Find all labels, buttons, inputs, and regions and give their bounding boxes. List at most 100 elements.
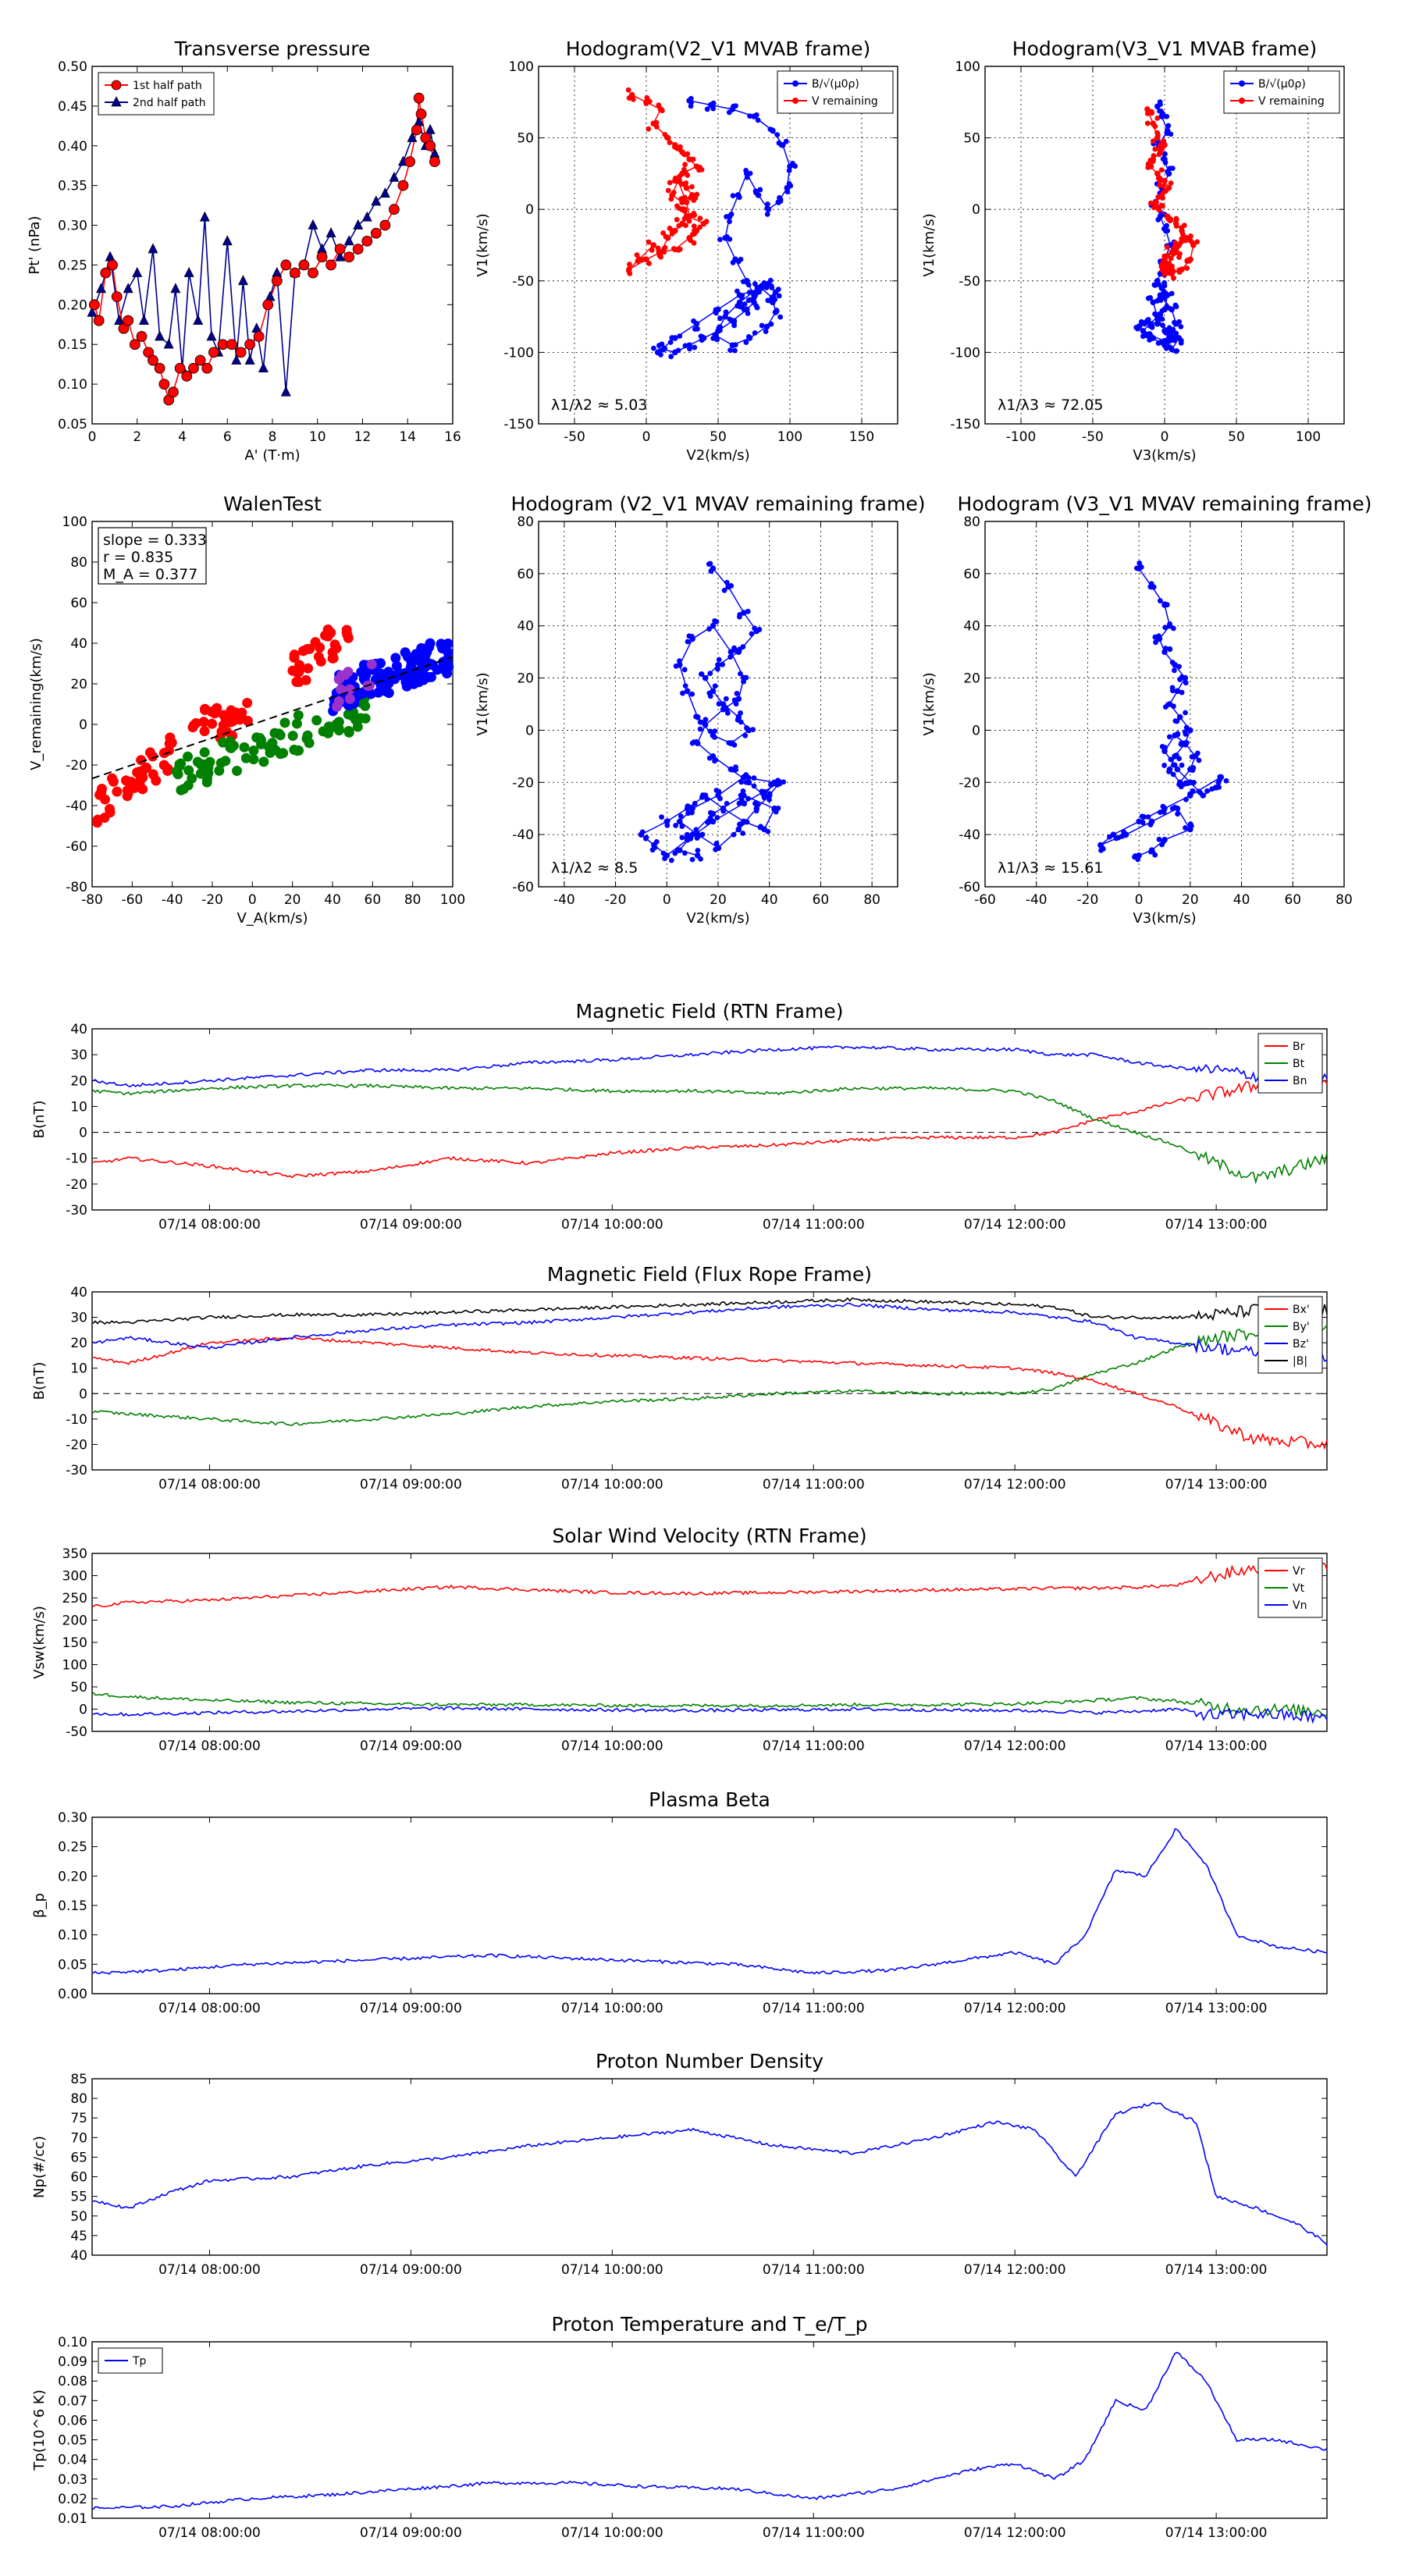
hodogram-point (1164, 130, 1170, 137)
hodogram-point (674, 217, 680, 222)
walen-point (162, 765, 173, 776)
panel-transverse-pressure: Transverse pressure 0.05 0.10 0.15 0.20 0.25 0… (27, 37, 461, 464)
hodogram-point (669, 231, 675, 237)
hodogram-point (1183, 796, 1189, 802)
walen-point (389, 674, 400, 685)
hodogram-point (681, 667, 688, 673)
hodogram-point (674, 847, 681, 853)
series-line-bt (92, 1083, 1328, 1185)
y-tick-label: -50 (66, 1724, 87, 1740)
panel-hodogram-v3v1-mvav: Hodogram (V3_V1 MVAV remaining frame) -60… (921, 493, 1371, 927)
walen-point (135, 774, 146, 785)
hodogram-point (680, 690, 685, 696)
data-point-1st-half (88, 299, 100, 311)
x-tick-label: 07/14 09:00:00 (360, 1738, 462, 1754)
x-tick-label: 07/14 13:00:00 (1165, 2525, 1268, 2541)
data-point-2nd-half (231, 354, 242, 365)
hodogram-point (1155, 206, 1162, 213)
hodogram-point (1153, 639, 1158, 646)
hodogram-point (783, 138, 789, 144)
hodogram-point (1132, 853, 1138, 859)
y-tick-label: 60 (70, 2170, 87, 2186)
walen-point (151, 775, 162, 786)
walen-point (242, 698, 253, 709)
hodogram-point (737, 614, 742, 620)
walen-point (301, 733, 312, 744)
hodogram-point (738, 710, 743, 716)
x-tick-label: 10 (309, 429, 326, 445)
hodogram-point (1176, 269, 1183, 276)
hodogram-point (1144, 111, 1151, 116)
walen-point (232, 765, 243, 776)
hodogram-point (774, 132, 781, 138)
hodogram-point (682, 169, 688, 175)
data-point-1st-half (188, 362, 199, 374)
hodogram-point (1162, 646, 1168, 651)
panel-title: Proton Temperature and T_e/T_p (551, 2313, 867, 2336)
walen-point (333, 674, 344, 685)
x-tick-label: 07/14 11:00:00 (763, 2001, 865, 2016)
hodogram-point (1150, 849, 1156, 855)
hodogram-point (690, 156, 696, 162)
hodogram-point (742, 732, 749, 738)
legend-label: By' (1293, 1321, 1310, 1333)
hodogram-point (683, 212, 689, 219)
hodogram-point (734, 691, 740, 696)
series-line-by (92, 1324, 1328, 1426)
walen-point (419, 646, 430, 657)
hodogram-point (707, 671, 713, 677)
hodogram-point (1099, 845, 1105, 850)
hodogram-point (764, 205, 770, 212)
y-tick-label: 0.10 (58, 377, 87, 393)
panel-proton-number-density: Proton Number Density 40 45 50 55 60 65 70 75 80 8… (31, 2050, 1328, 2278)
data-point-1st-half (411, 124, 422, 136)
y-tick-label: 80 (70, 2091, 87, 2107)
hodogram-point (686, 218, 692, 224)
data-point-1st-half (154, 362, 165, 374)
hodogram-point (626, 95, 632, 101)
hodogram-point (686, 156, 692, 162)
hodogram-point (660, 850, 667, 856)
x-tick-label: 60 (813, 892, 830, 908)
legend-marker (111, 96, 122, 107)
hodogram-point (1140, 820, 1146, 826)
hodogram-point (691, 739, 697, 745)
hodogram-point (625, 87, 631, 93)
y-axis-label: B(nT) (31, 1362, 48, 1400)
legend-label: Br (1293, 1041, 1305, 1053)
x-tick-label: 07/14 12:00:00 (964, 1738, 1066, 1754)
hodogram-point (639, 829, 646, 835)
y-tick-label: 20 (517, 671, 534, 687)
y-tick-label: -50 (512, 274, 534, 290)
panel-title: Proton Number Density (596, 2050, 823, 2073)
hodogram-point (1154, 321, 1160, 327)
hodogram-point (724, 710, 731, 716)
legend-box (1223, 70, 1340, 114)
y-tick-label: 0.35 (58, 179, 87, 194)
data-point-1st-half (129, 339, 140, 350)
walen-point (183, 751, 194, 762)
walen-point (366, 659, 377, 670)
walen-point (287, 731, 298, 742)
data-point-1st-half (389, 204, 400, 215)
data-point-2nd-half (335, 251, 346, 262)
hodogram-point (1170, 251, 1176, 257)
hodogram-point (1149, 322, 1155, 329)
hodogram-point (755, 802, 761, 808)
hodogram-point (1190, 767, 1196, 774)
hodogram-point (784, 189, 791, 194)
hodogram-point (1151, 205, 1157, 211)
hodogram-point (716, 845, 722, 852)
y-tick-label: -60 (512, 880, 534, 895)
y-tick-label: -20 (66, 758, 87, 774)
hodogram-point (717, 315, 723, 322)
hodogram-point (687, 346, 692, 352)
data-point-1st-half (174, 362, 186, 374)
series-line-vn (92, 1706, 1328, 1724)
x-tick-label: -20 (1077, 892, 1099, 908)
x-tick-label: 20 (1182, 892, 1199, 908)
hodogram-point (767, 797, 772, 802)
hodogram-point (669, 335, 675, 341)
x-tick-label: 40 (1233, 892, 1250, 908)
